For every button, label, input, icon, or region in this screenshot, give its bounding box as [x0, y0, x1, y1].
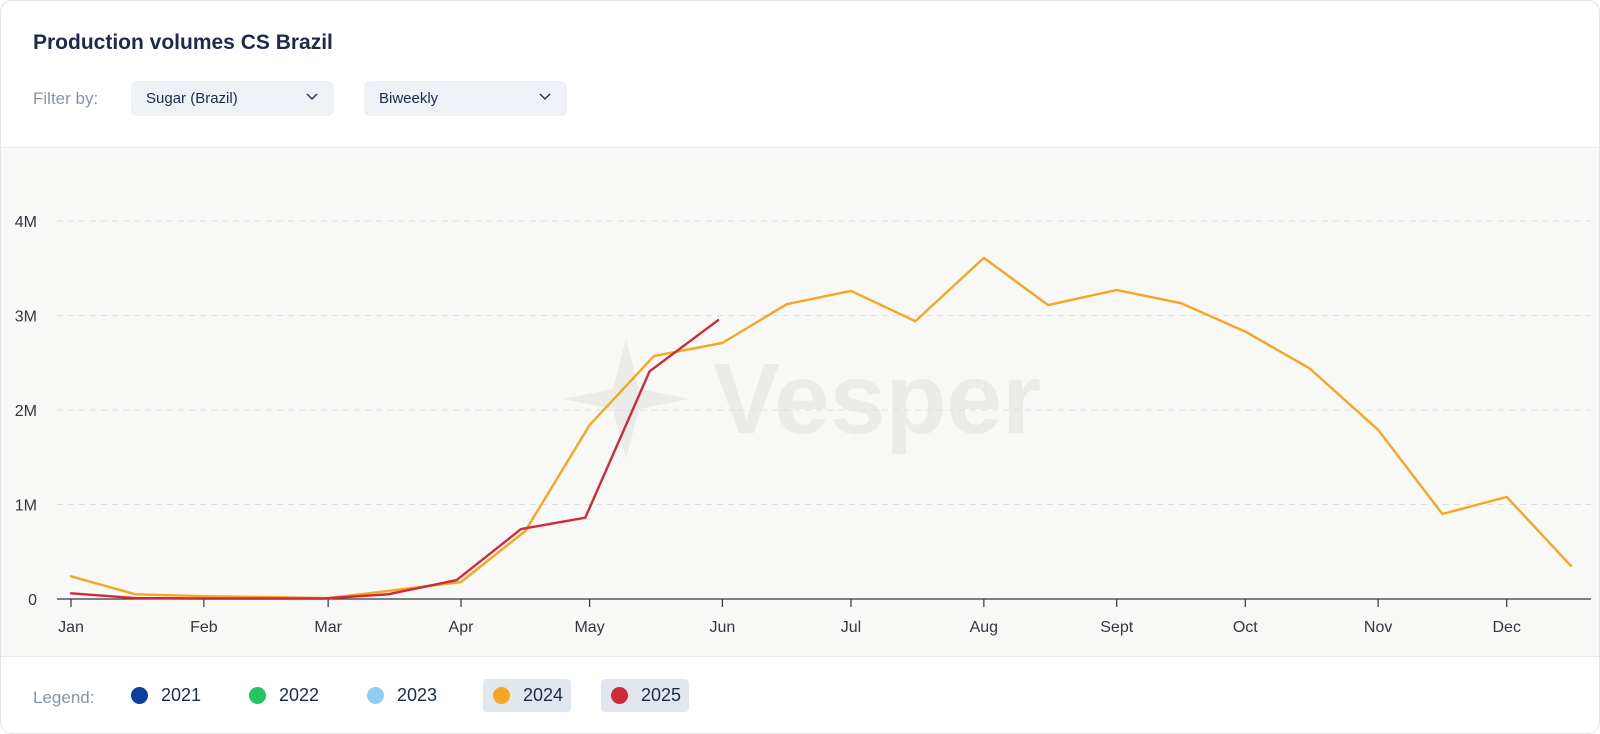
- y-tick-label: 0: [28, 592, 37, 609]
- filter-label: Filter by:: [33, 89, 99, 108]
- chevron-down-icon: [306, 93, 318, 100]
- x-tick-label: Feb: [190, 619, 218, 636]
- x-tick-label: Aug: [970, 619, 998, 636]
- legend-label: Legend:: [33, 688, 95, 707]
- commodity-select-value: Sugar (Brazil): [146, 90, 238, 107]
- legend-item-label: 2024: [523, 685, 564, 705]
- legend-dot-icon: [493, 687, 510, 704]
- plot-area: [1, 147, 1599, 657]
- x-tick-label: Sept: [1100, 619, 1133, 636]
- x-tick-label: Oct: [1233, 619, 1258, 636]
- watermark-text: Vesper: [713, 343, 1041, 455]
- x-tick-label: May: [574, 619, 604, 636]
- x-tick-label: Jun: [710, 619, 736, 636]
- chart-title: Production volumes CS Brazil: [33, 31, 333, 54]
- frequency-select-value: Biweekly: [379, 90, 439, 107]
- watermark-star-icon: [563, 339, 689, 459]
- legend-item-2021[interactable]: 2021: [121, 679, 209, 712]
- frequency-select[interactable]: Biweekly: [364, 81, 567, 116]
- chevron-down-icon: [539, 93, 551, 100]
- x-tick-label: Jul: [841, 619, 861, 636]
- y-tick-label: 3M: [15, 309, 37, 326]
- watermark: Vesper: [563, 339, 1041, 459]
- legend-item-label: 2022: [279, 685, 320, 705]
- legend-item-label: 2021: [161, 685, 202, 705]
- legend-dot-icon: [249, 687, 266, 704]
- legend-item-2024[interactable]: 2024: [483, 679, 571, 712]
- y-tick-label: 4M: [15, 214, 37, 231]
- commodity-select[interactable]: Sugar (Brazil): [131, 81, 334, 116]
- x-tick-label: Apr: [449, 619, 475, 636]
- y-tick-label: 1M: [15, 498, 37, 515]
- x-tick-label: Dec: [1492, 619, 1520, 636]
- legend-dot-icon: [367, 687, 384, 704]
- x-tick-label: Mar: [314, 619, 342, 636]
- legend-item-2025[interactable]: 2025: [601, 679, 689, 712]
- legend-item-2022[interactable]: 2022: [239, 679, 327, 712]
- x-tick-label: Jan: [58, 619, 84, 636]
- y-tick-label: 2M: [15, 403, 37, 420]
- legend-item-label: 2025: [641, 685, 682, 705]
- legend-item-2023[interactable]: 2023: [357, 679, 445, 712]
- legend-dot-icon: [131, 687, 148, 704]
- series-line-2025[interactable]: [69, 319, 720, 600]
- legend-item-label: 2023: [397, 685, 438, 705]
- x-tick-label: Nov: [1364, 619, 1392, 636]
- legend-dot-icon: [611, 687, 628, 704]
